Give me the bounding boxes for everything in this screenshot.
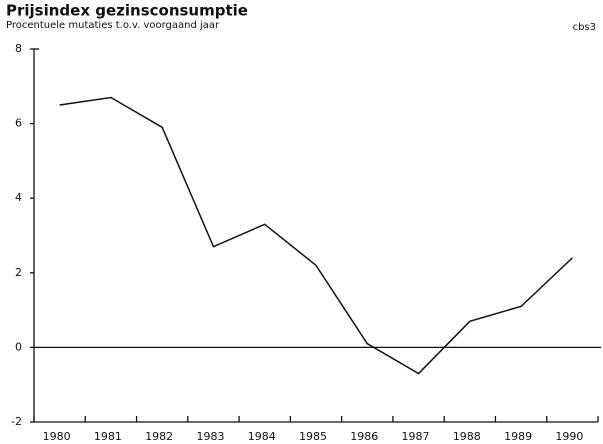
y-tick-label: 4 [15,191,22,204]
x-tick-label: 1988 [453,430,481,443]
x-tick-label: 1986 [350,430,378,443]
x-tick-label: 1984 [248,430,276,443]
x-tick-label: 1985 [299,430,327,443]
x-tick-label: 1987 [402,430,430,443]
data-line [59,96,573,375]
y-tick-label: 2 [15,266,22,279]
y-tick-label: 0 [15,340,22,353]
x-tick-label: 1980 [43,430,71,443]
source-label: cbs3 [573,22,596,33]
x-tick-label: 1990 [555,430,583,443]
chart-title: Prijsindex gezinsconsumptie [6,2,248,20]
y-tick-label: 6 [15,117,22,130]
x-tick-label: 1981 [94,430,122,443]
y-tick-label: -2 [11,415,22,428]
x-tick-label: 1982 [145,430,173,443]
x-tick-label: 1983 [196,430,224,443]
chart-subtitle: Procentuele mutaties t.o.v. voorgaand ja… [6,20,220,31]
y-tick-label: 8 [15,42,22,55]
x-tick-label: 1989 [504,430,532,443]
